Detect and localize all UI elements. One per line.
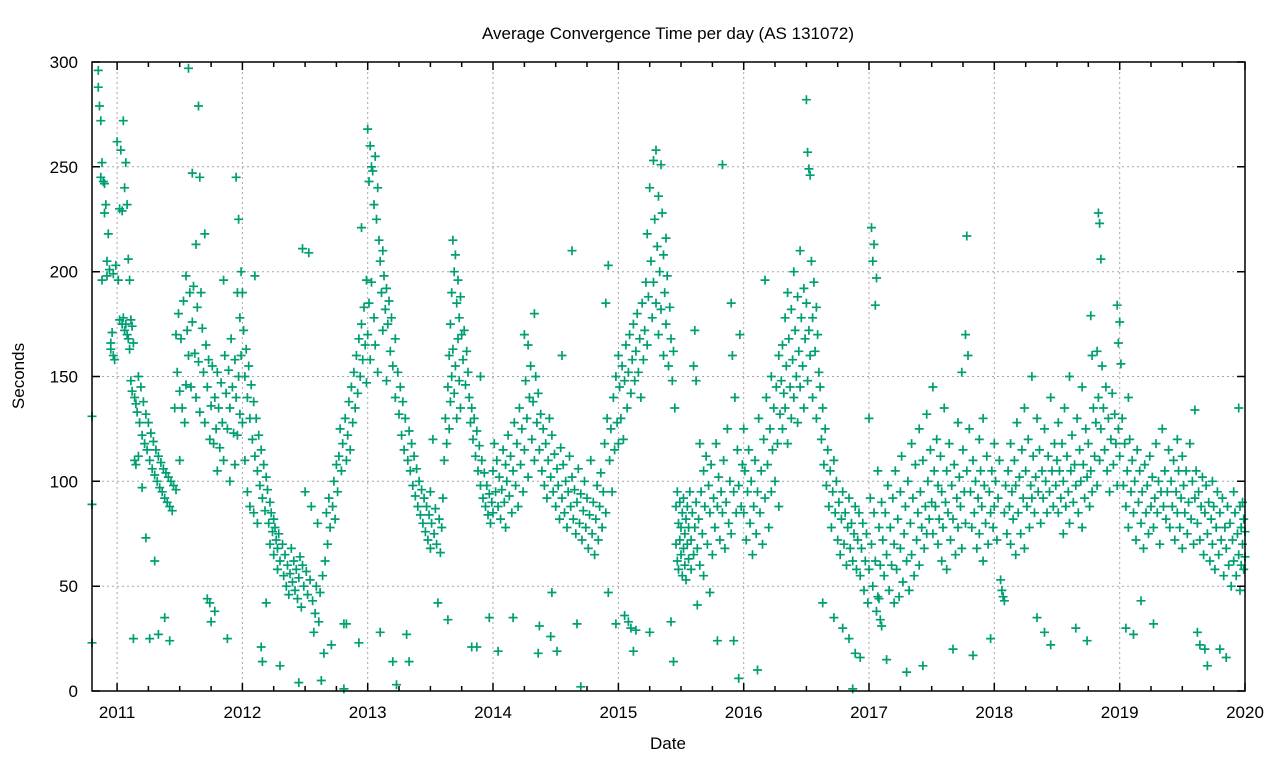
x-tick-label: 2019	[1101, 703, 1139, 722]
data-points	[87, 63, 1250, 694]
y-tick-label: 200	[50, 263, 78, 282]
x-axis-label: Date	[650, 734, 686, 753]
x-tick-label: 2014	[474, 703, 512, 722]
y-tick-label: 300	[50, 53, 78, 72]
x-tick-label: 2011	[99, 703, 136, 722]
plot-render-layer: 2011 2012 2013 2014 2015 2016 2017 2018 2019 2020…	[50, 53, 1264, 722]
x-tick-label: 2016	[725, 703, 763, 722]
x-tick-label: 2012	[223, 703, 261, 722]
x-tick-label: 2018	[975, 703, 1013, 722]
y-axis-label: Seconds	[9, 343, 28, 409]
x-tick-label: 2015	[599, 703, 637, 722]
y-tick-label: 100	[50, 472, 78, 491]
x-tick-label: 2020	[1226, 703, 1264, 722]
plot-border	[91, 61, 1246, 692]
x-tick-label: 2013	[349, 703, 387, 722]
y-tick-label: 50	[59, 577, 78, 596]
y-tick-label: 0	[69, 682, 78, 701]
y-tick-label: 250	[50, 158, 78, 177]
y-tick-label: 150	[50, 368, 78, 387]
plot-title: Average Convergence Time per day (AS 131…	[482, 24, 854, 43]
x-tick-label: 2017	[850, 703, 888, 722]
